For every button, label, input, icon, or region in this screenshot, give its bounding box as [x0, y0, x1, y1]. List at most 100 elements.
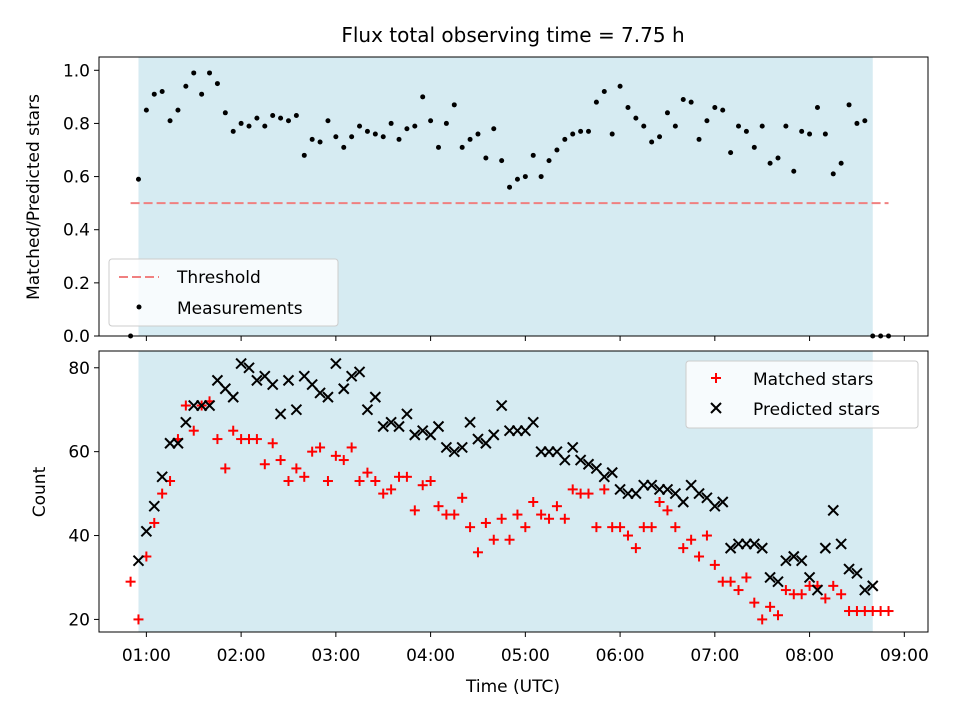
measurement-point [459, 144, 465, 150]
measurement-point [783, 123, 789, 129]
predicted-star-point-b [219, 383, 232, 395]
measurement-point [664, 110, 670, 116]
matched-star-point [670, 522, 681, 533]
matched-star-point [472, 547, 483, 558]
bottom-y-axis-label: Count [30, 466, 50, 517]
predicted-star-point [251, 374, 263, 387]
matched-star-point [836, 589, 847, 600]
matched-star-point [599, 484, 610, 495]
x-tick-label: 04:00 [406, 646, 455, 666]
measurement-point [388, 120, 394, 126]
predicted-star-point [661, 483, 674, 496]
predicted-star-point [243, 362, 255, 374]
matched-star-point [125, 576, 136, 587]
matched-star-point [733, 585, 744, 596]
predicted-star-point [788, 550, 800, 563]
measurement-point [822, 131, 828, 137]
predicted-star-point-b [859, 584, 871, 596]
predicted-star-point-b [132, 554, 145, 567]
y-tick-label: 80 [68, 359, 90, 379]
matched-star-point [512, 509, 523, 520]
predicted-star-point [385, 416, 397, 429]
y-tick-label: 1.0 [63, 61, 90, 81]
legend-measurements-label: Measurements [177, 299, 303, 319]
measurement-point [262, 123, 268, 129]
measurement-point [807, 131, 813, 137]
predicted-star-point-b [203, 399, 216, 412]
measurement-point [309, 136, 315, 142]
matched-star-point [828, 580, 839, 591]
matched-star-point [678, 543, 689, 554]
legend-matched-label: Matched stars [753, 370, 873, 390]
predicted-star-point-b [645, 479, 658, 491]
legend-matched-marker [711, 373, 721, 383]
predicted-star-point-b [211, 374, 224, 387]
measurement-point [704, 118, 710, 124]
x-tick-label: 09:00 [880, 646, 929, 666]
matched-star-point [299, 471, 310, 482]
predicted-star-point-b [416, 424, 429, 437]
predicted-star-point [401, 408, 413, 420]
predicted-star-point-b [314, 387, 326, 399]
matched-star-point [883, 606, 894, 617]
predicted-star-point [353, 366, 366, 378]
y-tick-label: 0.4 [63, 221, 90, 241]
predicted-star-point-b [709, 500, 721, 512]
predicted-star-point [369, 391, 382, 403]
predicted-star-point [582, 458, 595, 470]
predicted-star-point-b [803, 571, 816, 584]
matched-star-point [370, 476, 381, 487]
matched-star-point [646, 522, 657, 533]
matched-star-point [488, 534, 499, 545]
top-axes-frame [98, 56, 929, 337]
matched-star-point [259, 459, 270, 470]
matched-star-point [322, 476, 333, 487]
predicted-star-point-b [772, 575, 784, 588]
x-tick-label: 06:00 [596, 646, 645, 666]
legend-predicted-marker [710, 402, 722, 414]
predicted-star-point-b [677, 496, 689, 508]
measurement-point [214, 81, 220, 87]
matched-star-point [591, 522, 602, 533]
predicted-star-point-b [472, 433, 484, 445]
matched-star-point [251, 434, 262, 445]
measurement-point [135, 176, 141, 182]
top-y-axis-label: Matched/Predicted stars [24, 94, 44, 300]
predicted-star-point [180, 416, 192, 429]
predicted-star-point-b [361, 404, 374, 416]
predicted-star-point-b [724, 542, 737, 554]
predicted-star-point [377, 420, 389, 433]
predicted-star-point-b [298, 370, 310, 382]
predicted-star-point-b [456, 441, 468, 454]
predicted-star-point-b [843, 563, 855, 575]
predicted-star-point [772, 575, 784, 588]
top-y-ticks: 0.0 0.2 0.4 0.6 0.8 1.0 [63, 61, 99, 347]
measurement-point [814, 104, 820, 110]
y-tick-label: 20 [68, 610, 90, 630]
legend-predicted-marker-b [710, 402, 722, 414]
predicted-star-point [282, 374, 295, 387]
predicted-star-point [567, 441, 579, 454]
x-tick-label: 08:00 [785, 646, 834, 666]
measurement-point [696, 136, 702, 142]
matched-star-point [291, 463, 302, 474]
predicted-star-point [835, 538, 847, 550]
matched-star-point [362, 467, 373, 478]
bottom-axes-frame [98, 350, 929, 633]
measurement-point [720, 107, 726, 113]
predicted-star-point [677, 496, 689, 508]
predicted-star-point [606, 466, 618, 479]
predicted-star-point [843, 563, 855, 575]
matched-star-point [409, 505, 420, 516]
predicted-star-point [614, 483, 626, 496]
predicted-star-point-b [290, 404, 303, 416]
measurement-point [143, 107, 149, 113]
measurement-point [443, 120, 449, 126]
measurement-point [491, 126, 497, 132]
predicted-star-point [867, 580, 879, 592]
predicted-star-point-b [266, 378, 279, 391]
matched-star-point [149, 517, 160, 528]
predicted-star-point-b [440, 441, 453, 454]
measurement-point [230, 128, 236, 134]
measurement-point [743, 128, 749, 134]
